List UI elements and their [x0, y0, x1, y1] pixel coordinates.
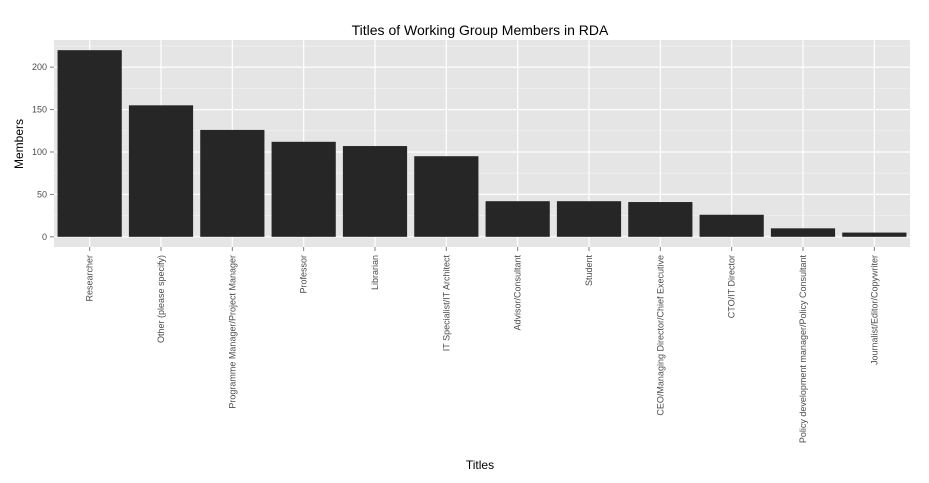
- x-tick-label: CTO/IT Director: [727, 255, 737, 318]
- chart-title: Titles of Working Group Members in RDA: [352, 22, 609, 38]
- x-tick-label: Policy development manager/Policy Consul…: [798, 255, 808, 444]
- bar: [200, 129, 265, 237]
- bar: [770, 228, 836, 237]
- bar: [699, 214, 764, 237]
- bar: [342, 146, 408, 237]
- x-tick-label: Professor: [299, 255, 309, 294]
- x-tick-label: Programme Manager/Project Manager: [227, 255, 237, 409]
- x-tick-label: Journalist/Editor/Copywriter: [869, 255, 879, 365]
- x-tick-label: IT Specialist/IT Architect: [441, 255, 451, 352]
- bars: [57, 50, 907, 237]
- x-tick-label: Student: [584, 255, 594, 287]
- bar: [485, 201, 550, 237]
- bar: [628, 202, 693, 237]
- y-axis: 0 50 100 150 200: [32, 62, 54, 242]
- x-axis: Researcher Other (please specify) Programm…: [85, 247, 879, 444]
- bar: [414, 156, 479, 237]
- bar: [57, 50, 122, 237]
- x-tick-label: Librarian: [370, 255, 380, 290]
- x-tick-label: Advisor/Consultant: [513, 255, 523, 331]
- bar: [128, 105, 194, 237]
- x-tick-label: Other (please specify): [156, 255, 166, 343]
- y-tick-label: 0: [42, 232, 47, 242]
- x-axis-title: Titles: [466, 458, 494, 472]
- bar: [556, 201, 622, 237]
- y-tick-label: 150: [32, 105, 47, 115]
- y-axis-title: Members: [12, 119, 26, 169]
- bar: [842, 232, 907, 237]
- y-tick-label: 50: [37, 189, 47, 199]
- x-tick-label: CEO/Managing Director/Chief Executive: [655, 255, 665, 416]
- x-tick-label: Researcher: [85, 255, 95, 302]
- plot-panel: [54, 40, 910, 247]
- bar: [271, 141, 336, 237]
- y-tick-label: 200: [32, 62, 47, 72]
- y-tick-label: 100: [32, 147, 47, 157]
